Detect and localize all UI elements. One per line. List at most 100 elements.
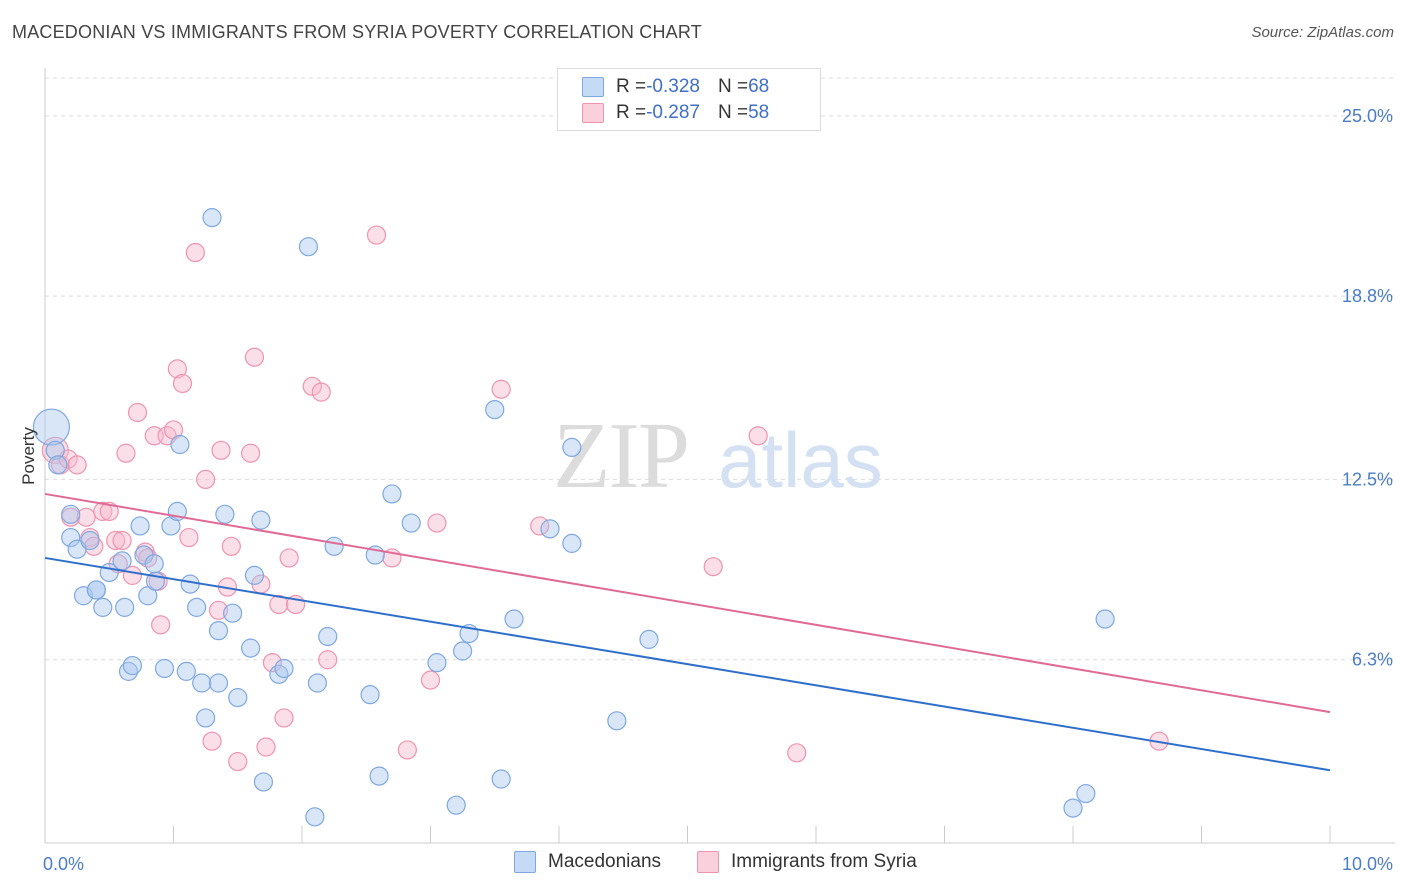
syria-point-13	[116, 443, 136, 463]
macedonians-point-42	[298, 237, 319, 257]
y-tick-label-0: 6.3%	[1352, 650, 1393, 670]
macedonians-point-13	[115, 597, 135, 617]
syria-point-15	[127, 402, 148, 423]
n-value: 68	[748, 76, 770, 97]
macedonians-point-7	[80, 530, 100, 551]
syria-point-37	[256, 737, 276, 757]
macedonians-point-4	[61, 504, 81, 524]
syria-point-5	[76, 507, 96, 527]
macedonians-point-66	[1095, 609, 1115, 629]
series-macedonians	[32, 208, 1115, 827]
y-tick-label-1: 12.5%	[1342, 469, 1393, 489]
macedonians-point-56	[485, 399, 505, 420]
macedonians-point-41	[274, 658, 294, 679]
trend-lines	[44, 492, 1331, 772]
syria-point-32	[221, 536, 241, 556]
syria-point-20	[151, 615, 171, 635]
x-tick-label-1: 10.0%	[1342, 854, 1393, 874]
macedonians-point-62	[607, 711, 627, 731]
macedonians-point-51	[401, 513, 421, 533]
macedonians-point-40	[269, 664, 289, 684]
syria-point-35	[244, 347, 265, 367]
syria-point-8	[93, 501, 113, 522]
chart-source: Source: ZipAtlas.com	[1251, 24, 1394, 41]
macedonians-point-10	[93, 597, 113, 617]
r-value: -0.287	[646, 102, 700, 123]
macedonians-point-39	[253, 772, 274, 792]
macedonians-point-25	[176, 661, 196, 681]
macedonians-point-16	[130, 516, 150, 536]
macedonians-point-54	[453, 641, 473, 661]
syria-point-48	[397, 740, 417, 760]
macedonians-point-33	[223, 603, 243, 623]
syria-point-25	[179, 527, 199, 548]
legend-swatch-blue	[514, 851, 536, 873]
macedonians-point-27	[187, 597, 207, 617]
macedonians-point-46	[324, 536, 344, 556]
legend-swatch-pink	[697, 851, 719, 873]
chart-title: MACEDONIAN VS IMMIGRANTS FROM SYRIA POVE…	[12, 22, 702, 42]
syria-point-49	[420, 670, 441, 690]
macedonians-point-60	[562, 533, 582, 553]
macedonians-point-37	[244, 565, 265, 585]
syria-point-50	[427, 513, 447, 533]
macedonians-point-52	[427, 653, 447, 673]
legend-swatch-pink	[582, 103, 604, 123]
syria-point-41	[279, 548, 299, 568]
syria-point-39	[269, 594, 289, 615]
syria-point-28	[202, 731, 222, 751]
syria-point-51	[491, 379, 511, 399]
series-legend: Macedonians Immigrants from Syria	[0, 851, 1406, 877]
macedonians-point-12	[112, 551, 132, 571]
macedonians-point-31	[208, 621, 229, 641]
n-value: 58	[748, 102, 770, 123]
macedonians-point-19	[144, 554, 164, 574]
macedonians-point-43	[305, 807, 325, 827]
syria-point-46	[366, 225, 387, 245]
syria-point-44	[311, 382, 331, 402]
legend-row-syria: R = -0.287 N = 58	[582, 100, 769, 126]
macedonians-point-9	[86, 580, 107, 600]
y-axis-label: Poverty	[19, 427, 38, 485]
macedonians-point-35	[208, 673, 229, 693]
macedonians-point-59	[540, 519, 560, 539]
r-label: R =	[616, 76, 647, 97]
syria-point-23	[167, 359, 187, 379]
macedonians-point-58	[504, 609, 524, 629]
y-tick-label-3: 25.0%	[1342, 106, 1393, 126]
macedonians-point-53	[446, 795, 466, 815]
axes-layer	[44, 68, 1395, 844]
syria-point-4	[67, 455, 87, 475]
syria-point-30	[211, 440, 231, 460]
trend-line-pink	[44, 492, 1331, 714]
legend-row-macedonians: R = -0.328 N = 68	[582, 74, 769, 100]
macedonians-point-50	[382, 484, 402, 504]
legend-item-syria[interactable]: Immigrants from Syria	[697, 851, 917, 873]
legend-swatch-blue	[582, 77, 604, 97]
y-tick-label-2: 18.8%	[1342, 286, 1393, 306]
macedonians-point-3	[61, 527, 81, 548]
macedonians-point-15	[122, 655, 142, 676]
syria-point-53	[703, 557, 723, 577]
syria-point-29	[208, 600, 229, 620]
syria-point-34	[241, 443, 261, 463]
legend-label-macedonians: Macedonians	[548, 851, 662, 872]
trend-line-blue	[44, 556, 1331, 772]
r-label: R =	[616, 102, 647, 123]
macedonians-point-26	[180, 574, 200, 594]
macedonians-point-28	[192, 673, 212, 693]
macedonians-point-2	[48, 455, 68, 475]
r-value: -0.328	[646, 76, 700, 97]
macedonians-point-36	[241, 638, 261, 658]
syria-point-27	[196, 469, 216, 490]
x-tick-label-0: 0.0%	[43, 854, 84, 874]
syria-point-9	[99, 501, 119, 522]
legend-item-macedonians[interactable]: Macedonians	[514, 851, 661, 873]
macedonians-point-21	[154, 658, 175, 679]
macedonians-point-61	[562, 437, 582, 458]
macedonians-point-44	[307, 673, 328, 693]
syria-point-26	[185, 242, 205, 263]
legend-label-syria: Immigrants from Syria	[731, 851, 917, 872]
macedonians-point-49	[369, 766, 389, 786]
